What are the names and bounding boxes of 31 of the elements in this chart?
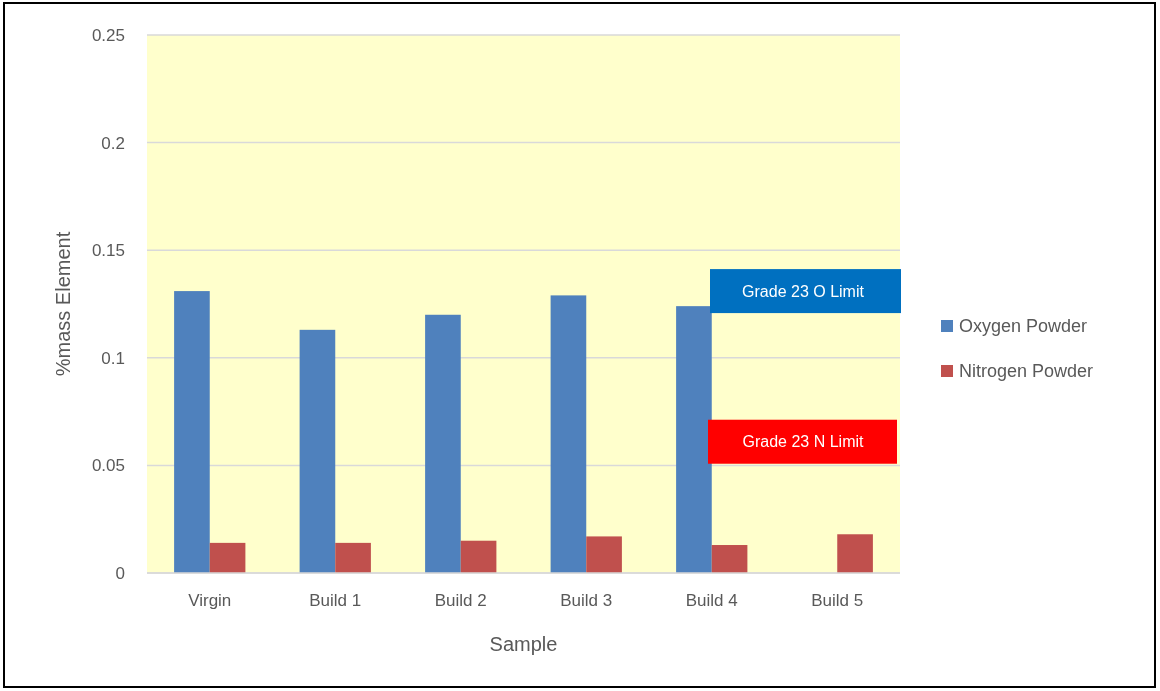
x-axis-title: Sample	[489, 633, 558, 655]
legend-label: Nitrogen Powder	[959, 361, 1094, 382]
callout-box: Grade 23 N Limit	[708, 419, 897, 464]
bar	[299, 329, 336, 573]
bar	[460, 540, 497, 573]
bar	[425, 314, 461, 573]
bar	[174, 291, 210, 573]
y-tick-label: 0.15	[91, 241, 125, 261]
x-tick-label: Virgin	[188, 591, 232, 610]
y-axis-title: %mass Element	[52, 231, 74, 377]
x-tick-label: Build 1	[309, 591, 362, 610]
y-tick-label: 0.25	[91, 25, 125, 45]
bar	[550, 295, 587, 573]
y-tick-label: 0	[115, 563, 125, 583]
bar	[335, 542, 371, 573]
y-tick-label: 0.05	[91, 456, 125, 476]
annotation: Grade 23 O Limit	[742, 282, 865, 300]
x-tick-label: Build 3	[560, 591, 613, 610]
y-tick-label: 0.1	[101, 348, 125, 368]
y-tick-label: 0.2	[101, 133, 125, 153]
x-tick-label: Build 4	[685, 591, 738, 610]
bar	[676, 306, 712, 573]
bar	[711, 545, 748, 573]
bar	[837, 534, 873, 573]
bar	[586, 536, 622, 573]
legend-label: Oxygen Powder	[959, 316, 1088, 337]
x-tick-label: Build 2	[434, 591, 487, 610]
x-tick-label: Build 5	[811, 591, 864, 610]
bar	[209, 542, 246, 573]
callout-box: Grade 23 O Limit	[710, 269, 901, 314]
annotation: Grade 23 N Limit	[742, 433, 865, 451]
